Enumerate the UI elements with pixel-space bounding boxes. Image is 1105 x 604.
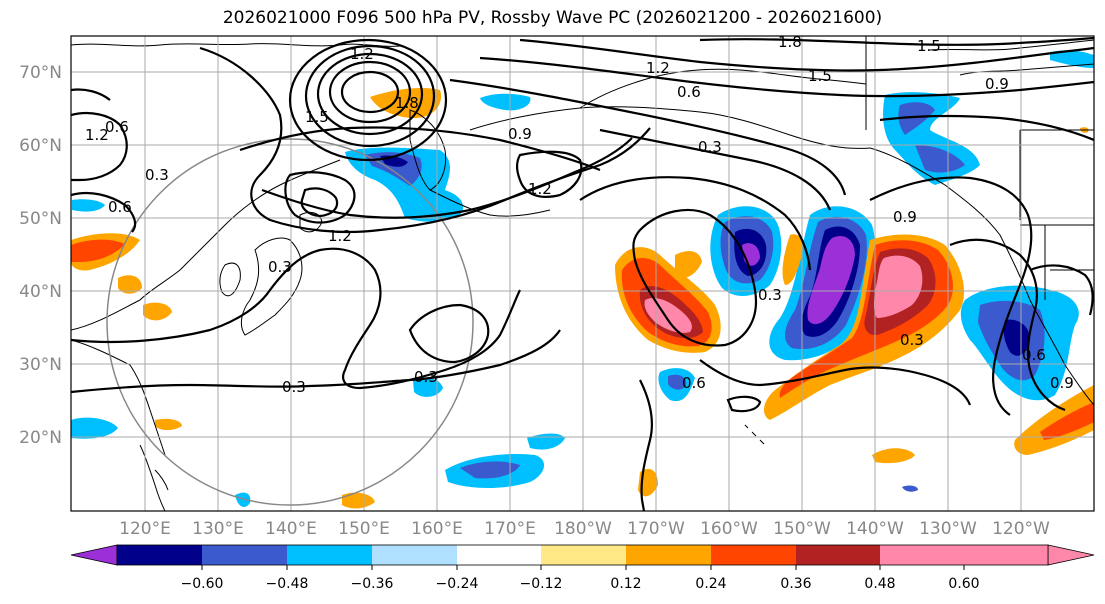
contour-label: 1.8 [395,94,419,112]
lat-label: 20°N [19,428,62,448]
reference-circle [106,138,474,506]
contour-label: 0.9 [1050,374,1074,392]
contour-label: 0.3 [414,368,438,386]
contour-label: 0.9 [893,208,917,226]
contour-label: 0.9 [985,75,1009,93]
contour-label: 1.2 [328,227,352,245]
contour-label: 1.5 [305,108,329,126]
lon-label: 140°W [846,519,904,539]
contour-label: 0.6 [1022,346,1046,364]
negative-anomaly-fills [71,50,1094,507]
lon-label: 160°W [700,519,758,539]
lon-label: 120°E [119,519,171,539]
lon-label: 140°E [265,519,317,539]
contour-labels: 1.2 1.8 1.5 1.2 1.5 0.9 0.6 0.9 0.3 1.2 … [85,33,1074,396]
contour-label: 0.6 [108,198,132,216]
contour-label: 0.6 [677,83,701,101]
contour-label: 1.2 [85,126,109,144]
colorbar-tick-label: −0.12 [520,576,563,592]
colorbar-segment [457,545,541,565]
contour-label: 1.8 [778,33,802,51]
contour-label: 1.5 [808,67,832,85]
colorbar-segment [202,545,287,565]
pv-contours [71,36,1094,511]
lon-axis: 120°E 130°E 140°E 150°E 160°E 170°E 180°… [119,519,1050,539]
contour-label: 1.2 [350,45,374,63]
lon-label: 170°W [627,519,685,539]
lon-label: 150°E [338,519,390,539]
colorbar-tick-label: 0.36 [780,576,811,592]
chart-title: 2026021000 F096 500 hPa PV, Rossby Wave … [222,8,883,28]
colorbar-tick-label: −0.60 [181,576,224,592]
colorbar-tick-label: −0.48 [266,576,309,592]
lat-label: 40°N [19,282,62,302]
colorbar-segment [796,545,880,565]
contour-label: 1.2 [646,59,670,77]
colorbar-segment [117,545,202,565]
contour-label: 1.5 [917,37,941,55]
colorbar-segment [372,545,457,565]
colorbar-segment [711,545,796,565]
lon-label: 130°W [919,519,977,539]
colorbar-segment [626,545,711,565]
lat-label: 50°N [19,209,62,229]
contour-label: 1.2 [528,180,552,198]
colorbar-segment [880,545,964,565]
contour-label: 0.3 [900,331,924,349]
colorbar: −0.60 −0.48 −0.36 −0.24 −0.12 0.12 0.24 … [70,544,1095,592]
colorbar-extend-right [1047,544,1095,566]
contour-label: 0.6 [105,118,129,136]
lat-label: 60°N [19,136,62,156]
contour-label: 0.9 [508,125,532,143]
colorbar-segment [287,545,372,565]
lon-label: 120°W [992,519,1050,539]
lon-label: 160°E [411,519,463,539]
colorbar-ticks [201,565,965,570]
gridlines [71,36,1094,511]
colorbar-tick-label: −0.24 [436,576,479,592]
contour-label: 0.3 [268,258,292,276]
lon-label: 150°W [773,519,831,539]
lat-axis: 70°N 60°N 50°N 40°N 30°N 20°N [19,63,62,448]
contour-label: 0.3 [282,378,306,396]
colorbar-tick-label: 0.12 [610,576,641,592]
lat-label: 70°N [19,63,62,83]
lon-label: 170°E [484,519,536,539]
coastlines [71,36,1094,511]
contour-label: 0.3 [698,138,722,156]
colorbar-segment [541,545,626,565]
lon-label: 180°W [554,519,612,539]
lat-label: 30°N [19,355,62,375]
map-border [70,35,1095,512]
colorbar-segment [964,545,1048,565]
colorbar-extend-left [70,544,118,566]
colorbar-tick-label: 0.48 [864,576,895,592]
colorbar-tick-label: 0.60 [948,576,979,592]
colorbar-tick-label: 0.24 [695,576,726,592]
colorbar-tick-label: −0.36 [351,576,394,592]
lon-label: 130°E [192,519,244,539]
contour-label: 0.3 [758,286,782,304]
contour-label: 0.3 [145,166,169,184]
contour-label: 0.6 [682,374,706,392]
colorbar-border [116,544,1049,566]
